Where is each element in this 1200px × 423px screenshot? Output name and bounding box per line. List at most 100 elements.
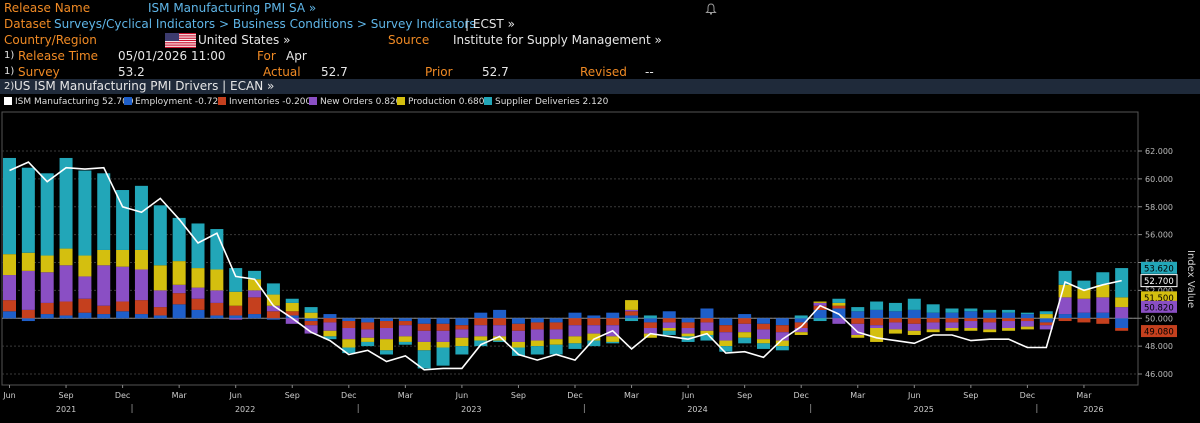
country-link[interactable]: United States » <box>198 33 291 47</box>
legend-item[interactable]: Employment -0.720 <box>124 96 224 109</box>
bar-segment-employment <box>191 309 205 319</box>
bar-segment-production <box>436 341 450 348</box>
bar-segment-supplier-deliveries <box>493 340 507 342</box>
bar-segment-production <box>191 268 205 288</box>
legend-swatch <box>124 97 132 105</box>
bar-segment-inventories <box>1115 328 1129 331</box>
bar-segment-inventories <box>474 318 488 326</box>
bar-segment-new-orders <box>323 322 337 331</box>
prior-value: 52.7 <box>482 65 509 79</box>
bar-segment-inventories <box>1039 322 1053 326</box>
y-tick-label: 48.000 <box>1145 342 1173 351</box>
bar-segment-inventories <box>78 298 92 313</box>
bar-segment-supplier-deliveries <box>474 340 488 347</box>
bar-segment-production <box>380 339 393 351</box>
x-tick-label: Dec <box>793 391 808 400</box>
bar-segment-supplier-deliveries <box>1058 270 1072 285</box>
bar-segment-inventories <box>587 318 601 326</box>
bar-segment-supplier-deliveries <box>813 318 827 322</box>
bar-segment-inventories <box>775 325 789 333</box>
for-value: Apr <box>286 49 307 63</box>
bar-segment-supplier-deliveries <box>945 308 959 313</box>
bar-segment-production <box>662 328 676 331</box>
survey-label[interactable]: Survey <box>18 65 60 79</box>
bar-segment-inventories <box>3 300 16 312</box>
x-year-label: 2021 <box>56 405 76 414</box>
bar-segment-supplier-deliveries <box>794 315 808 319</box>
bar-segment-new-orders <box>229 318 243 320</box>
bar-segment-production <box>266 294 280 306</box>
chart-title[interactable]: US ISM Manufacturing PMI Drivers | ECAN … <box>14 79 275 93</box>
legend-item[interactable]: Supplier Deliveries 2.120 <box>484 96 608 109</box>
legend-item[interactable]: Inventories -0.200 <box>218 96 311 109</box>
bar-segment-new-orders <box>851 323 865 335</box>
bar-segment-employment <box>361 318 375 323</box>
bar-segment-supplier-deliveries <box>757 343 770 349</box>
bar-segment-employment <box>1039 318 1053 323</box>
bell-icon[interactable] <box>705 3 717 15</box>
bar-segment-production <box>40 255 54 273</box>
y-tick-label: 58.000 <box>1145 203 1173 212</box>
bar-segment-inventories <box>417 323 431 331</box>
bar-segment-supplier-deliveries <box>248 270 262 280</box>
release-name-link[interactable]: ISM Manufacturing PMI SA » <box>148 1 317 15</box>
release-time-value: 05/01/2026 11:00 <box>118 49 226 63</box>
bar-segment-new-orders <box>511 330 525 342</box>
bar-segment-production <box>1115 297 1129 308</box>
bar-segment-inventories <box>643 322 657 329</box>
us-flag-icon <box>165 33 196 48</box>
x-tick-label: Sep <box>285 391 300 400</box>
bar-segment-production <box>568 336 582 344</box>
x-tick-label: Mar <box>1076 391 1092 400</box>
bar-segment-new-orders <box>587 325 601 334</box>
bar-segment-supplier-deliveries <box>134 185 148 250</box>
chart-title-bar[interactable]: 2) US ISM Manufacturing PMI Drivers | EC… <box>0 79 1200 94</box>
bar-segment-supplier-deliveries <box>229 268 243 292</box>
bar-segment-production <box>210 269 224 291</box>
bar-segment-employment <box>851 311 865 319</box>
legend-label: ISM Manufacturing 52.700 <box>15 97 134 107</box>
bar-segment-inventories <box>1058 318 1072 322</box>
bar-segment-production <box>21 252 35 271</box>
bar-segment-new-orders <box>21 270 35 310</box>
bar-segment-new-orders <box>643 328 657 334</box>
bar-segment-supplier-deliveries <box>21 167 35 253</box>
bar-segment-employment <box>511 318 525 324</box>
bar-segment-employment <box>342 318 356 322</box>
bar-segment-supplier-deliveries <box>851 307 865 312</box>
bar-segment-new-orders <box>945 322 959 329</box>
country-label: Country/Region <box>4 33 97 47</box>
bar-segment-inventories <box>832 305 846 309</box>
bar-segment-inventories <box>625 311 639 316</box>
bar-segment-production <box>97 249 111 266</box>
chart-title-num: 2) <box>4 81 15 92</box>
legend-item[interactable]: ISM Manufacturing 52.700 <box>4 96 134 109</box>
legend-item[interactable]: New Orders 0.820 <box>309 96 401 109</box>
y-axis-title: Index Value <box>1185 250 1196 308</box>
bar-segment-new-orders <box>870 325 884 329</box>
bar-segment-new-orders <box>1115 307 1129 319</box>
legend-swatch <box>4 97 12 105</box>
bar-segment-inventories <box>210 302 224 316</box>
y-tick-label: 62.000 <box>1145 147 1173 156</box>
bar-segment-new-orders <box>417 330 431 342</box>
y-tick-label: 52.000 <box>1145 286 1173 295</box>
legend-item[interactable]: Production 0.680 <box>397 96 485 109</box>
survey-row: 1) Survey 53.2 Actual 52.7 Prior 52.7 Re… <box>0 64 1200 80</box>
dataset-link[interactable]: Surveys/Cyclical Indicators > Business C… <box>54 17 476 31</box>
bar-segment-employment <box>229 315 243 319</box>
source-link[interactable]: Institute for Supply Management » <box>453 33 662 47</box>
legend-label: Production 0.680 <box>408 97 485 107</box>
bar-segment-production <box>1039 314 1053 319</box>
bar-segment-supplier-deliveries <box>398 341 412 345</box>
release-time-label[interactable]: Release Time <box>18 49 99 63</box>
bar-segment-employment <box>775 318 789 326</box>
bar-segment-new-orders <box>172 284 186 294</box>
bar-segment-production <box>1096 284 1110 298</box>
bar-segment-new-orders <box>794 328 808 333</box>
bar-segment-new-orders <box>398 325 412 337</box>
bar-segment-employment <box>568 312 582 319</box>
dataset-suffix-link[interactable]: | ECST » <box>465 17 515 31</box>
bar-segment-employment <box>266 318 280 320</box>
chart-legend: ISM Manufacturing 52.700 Employment -0.72… <box>0 96 1200 109</box>
